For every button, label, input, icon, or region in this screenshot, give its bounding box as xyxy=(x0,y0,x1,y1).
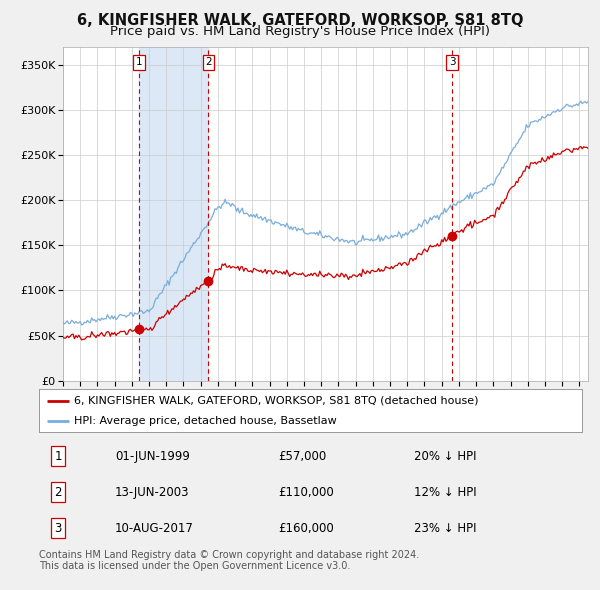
Text: 1: 1 xyxy=(54,450,62,463)
Text: Contains HM Land Registry data © Crown copyright and database right 2024.
This d: Contains HM Land Registry data © Crown c… xyxy=(39,550,419,572)
Text: 20% ↓ HPI: 20% ↓ HPI xyxy=(413,450,476,463)
Text: 1: 1 xyxy=(136,57,142,67)
Text: £110,000: £110,000 xyxy=(278,486,334,499)
Text: 13-JUN-2003: 13-JUN-2003 xyxy=(115,486,190,499)
Text: 01-JUN-1999: 01-JUN-1999 xyxy=(115,450,190,463)
Text: Price paid vs. HM Land Registry's House Price Index (HPI): Price paid vs. HM Land Registry's House … xyxy=(110,25,490,38)
Bar xyxy=(139,47,208,381)
Text: £160,000: £160,000 xyxy=(278,522,334,535)
Text: 6, KINGFISHER WALK, GATEFORD, WORKSOP, S81 8TQ: 6, KINGFISHER WALK, GATEFORD, WORKSOP, S… xyxy=(77,13,523,28)
Text: 12% ↓ HPI: 12% ↓ HPI xyxy=(413,486,476,499)
Text: 3: 3 xyxy=(449,57,455,67)
Text: HPI: Average price, detached house, Bassetlaw: HPI: Average price, detached house, Bass… xyxy=(74,416,337,426)
Text: 2: 2 xyxy=(54,486,62,499)
Text: 2: 2 xyxy=(205,57,212,67)
Text: 23% ↓ HPI: 23% ↓ HPI xyxy=(413,522,476,535)
Text: 10-AUG-2017: 10-AUG-2017 xyxy=(115,522,194,535)
Text: 3: 3 xyxy=(55,522,62,535)
Text: 6, KINGFISHER WALK, GATEFORD, WORKSOP, S81 8TQ (detached house): 6, KINGFISHER WALK, GATEFORD, WORKSOP, S… xyxy=(74,396,479,406)
Text: £57,000: £57,000 xyxy=(278,450,326,463)
